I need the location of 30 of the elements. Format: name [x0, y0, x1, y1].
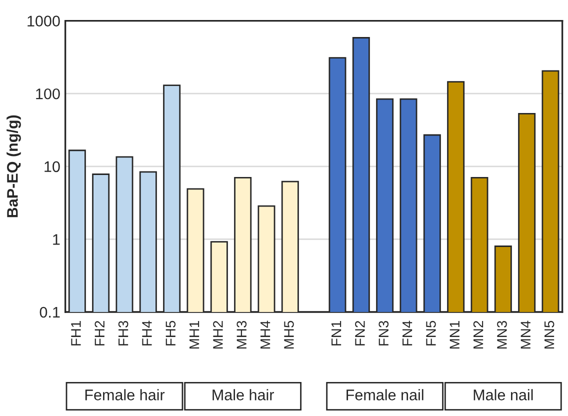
y-tick-label: 100	[36, 88, 60, 100]
x-tick-label: MN1	[450, 321, 460, 349]
y-tick-label: 0.1	[40, 306, 60, 318]
text: Female nail	[346, 389, 424, 400]
x-tick-label: FN5	[426, 320, 436, 346]
y-tick-label: 1000	[28, 16, 60, 26]
x-tick-label: MN4	[520, 320, 530, 349]
x-tick-label: FN1	[332, 321, 342, 346]
x-tick-label: FH3	[118, 320, 128, 346]
x-tick-label: FN2	[355, 321, 365, 346]
y-tick-label: 1	[53, 234, 60, 245]
x-tick-label: MN5	[544, 320, 554, 349]
x-tick-label: FH4	[142, 320, 152, 346]
x-tick-label: MN2	[473, 321, 484, 349]
x-tick-label: FN4	[402, 320, 412, 346]
x-tick-label: FH1	[71, 321, 81, 346]
x-tick-label: MH3	[236, 320, 247, 349]
x-tick-label: MN3	[497, 320, 507, 349]
x-tick-label: MH5	[284, 320, 294, 349]
text: Male hair	[212, 389, 274, 400]
x-tick-label: MH4	[260, 320, 270, 349]
y-tick-label: 10	[44, 161, 60, 172]
y-axis-title: BaP-EQ (ng/g)	[6, 115, 21, 218]
x-tick-label: FN3	[378, 320, 389, 346]
x-tick-label: MH2	[213, 321, 223, 349]
text: Male nail	[474, 389, 533, 400]
x-tick-label: MH1	[190, 321, 200, 349]
text: Female hair	[85, 389, 165, 400]
x-tick-label: FH2	[94, 321, 104, 346]
x-tick-label: FH5	[166, 320, 176, 346]
